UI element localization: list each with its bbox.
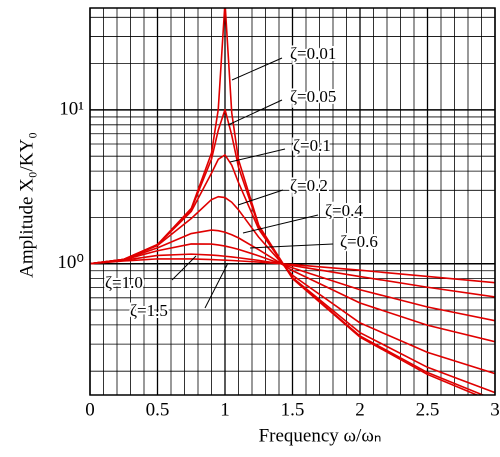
leader-line xyxy=(249,243,334,249)
series-label: ζ=0.2 xyxy=(290,176,328,195)
series-label: ζ=0.6 xyxy=(340,232,378,251)
x-tick-label: 1.5 xyxy=(281,399,305,420)
x-tick-label: 2.5 xyxy=(416,399,440,420)
y-tick-label: 10¹ xyxy=(59,98,84,119)
series-label: ζ=0.1 xyxy=(293,136,331,155)
y-tick-label: 10⁰ xyxy=(57,252,84,273)
plot-frame xyxy=(89,7,496,396)
x-tick-label: 3 xyxy=(490,399,500,420)
curve xyxy=(90,253,495,298)
x-tick-label: 1 xyxy=(220,399,230,420)
leader-line xyxy=(229,148,286,163)
curve xyxy=(90,154,495,394)
series-label: ζ=0.4 xyxy=(325,201,363,220)
curve xyxy=(90,258,495,284)
x-tick-label: 0.5 xyxy=(146,399,170,420)
x-tick-label: 0 xyxy=(85,399,95,420)
leader-line xyxy=(231,57,283,81)
curve xyxy=(90,195,495,375)
y-axis-label: Amplitude X₀/KY₀ xyxy=(16,132,37,278)
series-label: ζ=1.5 xyxy=(130,301,168,320)
curve xyxy=(90,229,495,343)
x-tick-label: 2 xyxy=(355,399,365,420)
leader-line xyxy=(171,255,197,281)
series-label: ζ=0.05 xyxy=(290,87,336,106)
curves xyxy=(90,8,495,395)
grid xyxy=(89,8,496,395)
x-axis-label: Frequency ω/ωₙ xyxy=(259,425,382,446)
series-label: ζ=0.01 xyxy=(290,44,336,63)
leader-line xyxy=(227,99,283,126)
leader-line xyxy=(242,214,319,234)
series-label: ζ=1.0 xyxy=(105,273,143,292)
leader-line xyxy=(204,262,229,309)
curve xyxy=(90,243,495,322)
leader-line xyxy=(237,189,284,206)
